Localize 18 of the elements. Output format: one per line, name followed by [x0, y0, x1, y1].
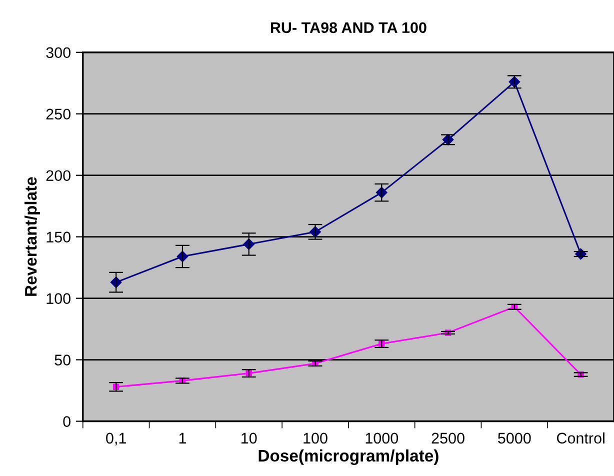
y-tick-label: 0: [63, 416, 70, 427]
x-tick-label: Control: [556, 432, 604, 444]
y-tick-label: 300: [46, 47, 70, 58]
y-tick-label: 50: [54, 354, 70, 366]
x-tick-label: 1000: [366, 432, 398, 444]
x-tick-label: 2500: [432, 432, 464, 444]
y-tick-label: 150: [46, 232, 70, 242]
chart-title: RU- TA98 AND TA 100: [270, 22, 426, 34]
x-axis-title: Dose(microgram/plate): [258, 449, 438, 465]
x-tick-label: 1: [179, 432, 186, 444]
x-tick-label: 5000: [498, 432, 531, 444]
y-tick-label: 200: [46, 170, 70, 182]
y-tick-label: 250: [46, 108, 70, 120]
x-tick-label: 0,1: [106, 432, 126, 446]
y-axis-title: Revertant/plate: [24, 177, 40, 296]
x-tick-label: 10: [242, 432, 257, 444]
x-tick-label: 100: [304, 432, 328, 444]
y-tick-label: 100: [46, 293, 70, 304]
